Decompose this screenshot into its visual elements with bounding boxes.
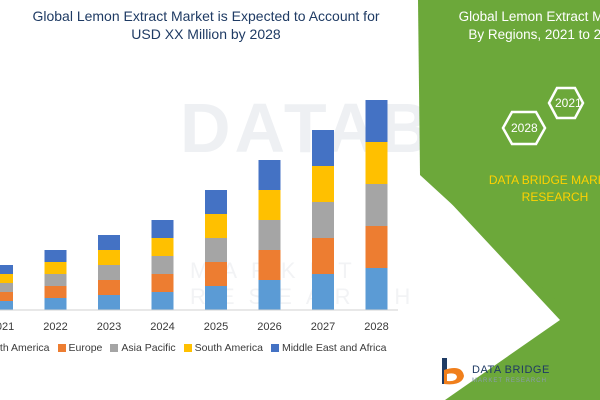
bar-2023-south-america (98, 250, 120, 265)
bar-2027-south-america (312, 166, 334, 202)
logo-mark-icon (442, 358, 464, 385)
x-tick-label-2024: 2024 (150, 321, 174, 333)
hexagon-outline-top (547, 86, 585, 120)
hex-label-2021: 2021 (555, 96, 582, 110)
hexagon-outline-bottom (501, 110, 547, 146)
x-tick-label-2025: 2025 (204, 321, 228, 333)
bar-2028-north-america (365, 268, 388, 310)
bar-2024-middle-east-and-africa (151, 220, 174, 238)
right-panel-title-line1: Global Lemon Extract Market (458, 9, 600, 24)
bar-2027-europe (312, 238, 334, 274)
bar-2023-middle-east-and-africa (98, 235, 120, 250)
bar-2022-south-america (44, 262, 67, 274)
bar-2025-europe (205, 262, 227, 286)
bar-2023-europe (98, 280, 120, 295)
bar-2026-north-america (258, 280, 281, 310)
bar-2024-asia-pacific (151, 256, 174, 274)
legend: North America Europe Asia Pacific South Ame… (0, 342, 386, 354)
logo-subtitle: MARKET RESEARCH (472, 378, 547, 384)
chart-title-line1: Global Lemon Extract Market is Expected … (32, 8, 380, 24)
legend-item-middle-east-and-africa: Middle East and Africa (270, 342, 387, 354)
bar-2028-middle-east-and-africa (365, 100, 388, 142)
bar-2025-south-america (205, 214, 227, 238)
brand-text-line1: DATA BRIDGE MARKET (488, 173, 600, 187)
x-tick-labels: 2021 2022 2023 2024 2025 2026 2027 2028 (0, 321, 389, 333)
bar-2025-asia-pacific (205, 238, 227, 262)
legend-label: Europe (68, 342, 103, 354)
bar-2026-south-america (258, 190, 281, 220)
bar-2024-europe (151, 274, 174, 292)
hex-label-2028: 2028 (511, 121, 538, 135)
bar-2025-middle-east-and-africa (205, 190, 227, 214)
company-logo: DATA BRIDGE MARKET RESEARCH (438, 356, 550, 388)
bar-2025-north-america (205, 286, 227, 310)
bar-2028-asia-pacific (365, 184, 388, 226)
legend-item-europe: Europe (57, 342, 103, 354)
legend-swatch (110, 344, 119, 352)
bar-2023-asia-pacific (98, 265, 120, 280)
bar-2027-north-america (312, 274, 334, 310)
right-panel-title: Global Lemon Extract Market By Regions, … (446, 8, 600, 44)
legend-item-south-america: South America (183, 342, 263, 354)
bar-2021-north-america (0, 301, 13, 310)
chart-title: Global Lemon Extract Market is Expected … (8, 7, 404, 43)
legend-swatch (183, 344, 192, 352)
bar-2022-middle-east-and-africa (44, 250, 67, 262)
green-panel-main (418, 0, 600, 340)
bar-2022-europe (44, 286, 67, 298)
chart-title-line2: USD XX Million by 2028 (131, 26, 281, 42)
legend-swatch (57, 344, 66, 352)
bar-2027-middle-east-and-africa (312, 130, 334, 166)
x-tick-label-2026: 2026 (257, 321, 281, 333)
bar-2022-north-america (44, 298, 67, 310)
bar-2021-middle-east-and-africa (0, 265, 13, 274)
legend-label: North America (0, 342, 50, 354)
legend-label: Asia Pacific (121, 342, 176, 354)
x-tick-label-2021: 2021 (0, 321, 14, 333)
bar-2022-asia-pacific (44, 274, 67, 286)
brand-text-line2: RESEARCH (521, 190, 589, 204)
bar-group (0, 100, 388, 310)
bar-2021-asia-pacific (0, 283, 13, 292)
x-tick-label-2023: 2023 (97, 321, 121, 333)
bar-2024-north-america (151, 292, 174, 310)
legend-swatch (270, 344, 279, 352)
x-tick-label-2028: 2028 (364, 321, 388, 333)
brand-text: DATA BRIDGE MARKET RESEARCH (470, 172, 600, 206)
bar-2027-asia-pacific (312, 202, 334, 238)
bar-2024-south-america (151, 238, 174, 256)
legend-item-asia-pacific: Asia Pacific (110, 342, 176, 354)
bar-2026-europe (258, 250, 281, 280)
bar-2026-middle-east-and-africa (258, 160, 281, 190)
bar-2028-europe (365, 226, 388, 268)
legend-item-north-america: North America (0, 342, 50, 354)
x-tick-label-2022: 2022 (43, 321, 67, 333)
legend-label: South America (194, 342, 263, 354)
logo-name: DATA BRIDGE (472, 364, 550, 376)
right-panel-title-line2: By Regions, 2021 to 2028 (468, 27, 600, 42)
bar-2021-europe (0, 292, 13, 301)
bar-2028-south-america (365, 142, 388, 184)
x-tick-label-2027: 2027 (311, 321, 335, 333)
legend-label: Middle East and Africa (281, 342, 387, 354)
bar-2021-south-america (0, 274, 13, 283)
bar-2026-asia-pacific (258, 220, 281, 250)
bar-2023-north-america (98, 295, 120, 310)
